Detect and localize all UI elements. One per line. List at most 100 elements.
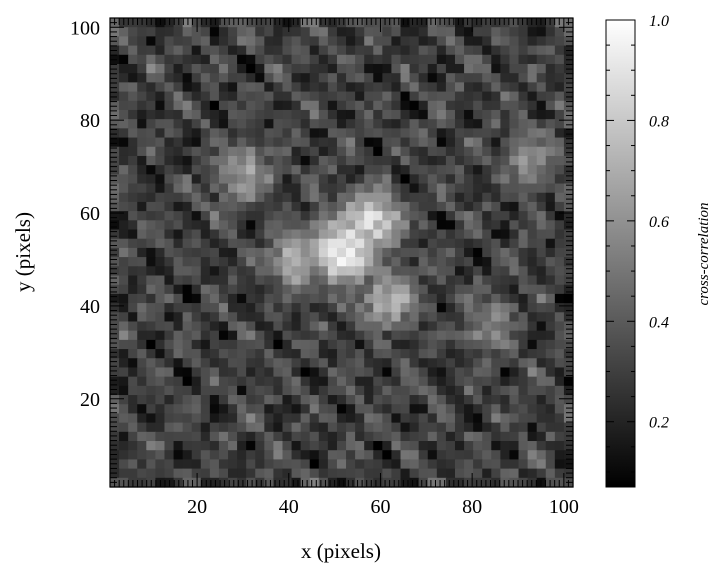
heatmap-cell — [346, 293, 356, 304]
heatmap-cell — [346, 339, 356, 350]
heatmap-cell — [336, 303, 347, 313]
heatmap-cell — [182, 238, 193, 249]
heatmap-cell — [128, 63, 138, 74]
heatmap-cell — [155, 275, 166, 286]
heatmap-cell — [482, 63, 492, 74]
heatmap-cell — [545, 358, 556, 369]
heatmap-cell — [300, 349, 311, 359]
heatmap-cell — [110, 422, 120, 433]
heatmap-cell — [346, 119, 356, 129]
heatmap-cell — [464, 91, 474, 102]
heatmap-cell — [155, 137, 166, 148]
heatmap-cell — [545, 137, 556, 148]
heatmap-cell — [445, 284, 456, 295]
heatmap-cell — [264, 275, 275, 286]
heatmap-cell — [346, 165, 356, 175]
heatmap-cell — [464, 119, 474, 129]
heatmap-cell — [346, 183, 356, 194]
heatmap-cell — [300, 183, 311, 194]
heatmap-cell — [545, 100, 556, 111]
heatmap-cell — [110, 303, 120, 313]
heatmap-cell — [264, 27, 275, 37]
heatmap-cell — [391, 266, 402, 277]
heatmap-cell — [173, 468, 184, 479]
heatmap-cell — [527, 137, 538, 148]
heatmap-cell — [400, 45, 411, 56]
heatmap-cell — [373, 367, 383, 378]
heatmap-cell — [454, 257, 465, 267]
heatmap-cell — [273, 183, 284, 194]
heatmap-cell — [264, 54, 275, 65]
colorbar-label: cross-correlation — [696, 202, 712, 305]
heatmap-cell — [309, 100, 320, 111]
heatmap-cell — [237, 459, 247, 470]
heatmap-cell — [427, 183, 438, 194]
heatmap-cell — [200, 404, 211, 415]
heatmap-cell — [427, 247, 438, 258]
heatmap-cell — [309, 385, 320, 396]
heatmap-cell — [427, 211, 438, 221]
heatmap-cell — [137, 238, 147, 249]
heatmap-cell — [209, 229, 220, 240]
heatmap-cell — [155, 229, 166, 240]
heatmap-cell — [346, 220, 356, 231]
heatmap-cell — [200, 275, 211, 286]
heatmap-cell — [182, 441, 193, 451]
heatmap-cell — [545, 220, 556, 231]
heatmap-cell — [137, 376, 147, 387]
heatmap-cell — [291, 137, 302, 148]
heatmap-cell — [346, 36, 356, 47]
heatmap-cell — [563, 257, 574, 267]
heatmap-cell — [554, 109, 565, 120]
heatmap-cell — [536, 376, 547, 387]
heatmap-cell — [509, 303, 520, 313]
heatmap-cell — [336, 413, 347, 424]
heatmap-cell — [418, 247, 429, 258]
heatmap-cell — [554, 450, 565, 461]
heatmap-cell — [436, 229, 447, 240]
heatmap-cell — [346, 18, 356, 28]
heatmap-cell — [282, 174, 293, 185]
heatmap-cell — [464, 211, 474, 221]
heatmap-cell — [137, 275, 147, 286]
heatmap-cell — [336, 220, 347, 231]
heatmap-cell — [273, 422, 284, 433]
heatmap-cell — [191, 238, 202, 249]
heatmap-cell — [554, 266, 565, 277]
heatmap-cell — [137, 91, 147, 102]
heatmap-cell — [191, 201, 202, 212]
heatmap-cell — [382, 330, 393, 341]
heatmap-cell — [246, 293, 256, 304]
heatmap-cell — [464, 303, 474, 313]
heatmap-cell — [436, 211, 447, 221]
heatmap-cell — [218, 238, 229, 249]
heatmap-cell — [409, 450, 420, 461]
heatmap-cell — [318, 18, 329, 28]
x-tick-label: 20 — [187, 496, 207, 518]
heatmap-cell — [563, 413, 574, 424]
heatmap-cell — [527, 395, 538, 405]
heatmap-cell — [155, 468, 166, 479]
heatmap-cell — [355, 100, 365, 111]
heatmap-cell — [327, 91, 338, 102]
heatmap-cell — [382, 477, 393, 488]
heatmap-cell — [327, 293, 338, 304]
heatmap-cell — [527, 82, 538, 93]
heatmap-cell — [509, 174, 520, 185]
heatmap-cell — [373, 73, 383, 83]
heatmap-cell — [500, 146, 511, 157]
heatmap-cell — [255, 91, 265, 102]
heatmap-cell — [527, 293, 538, 304]
heatmap-cell — [128, 468, 138, 479]
heatmap-cell — [391, 459, 402, 470]
heatmap-cell — [146, 45, 156, 56]
heatmap-cell — [436, 330, 447, 341]
heatmap-cell — [364, 137, 374, 148]
heatmap-cell — [182, 183, 193, 194]
heatmap-cell — [273, 192, 284, 203]
heatmap-cell — [545, 128, 556, 139]
heatmap-cell — [282, 441, 293, 451]
heatmap-cell — [146, 284, 156, 295]
heatmap-cell — [509, 54, 520, 65]
heatmap-cell — [355, 385, 365, 396]
